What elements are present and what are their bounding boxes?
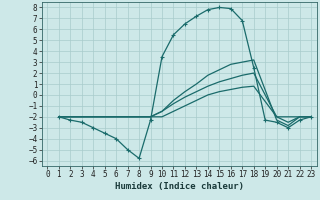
X-axis label: Humidex (Indice chaleur): Humidex (Indice chaleur) <box>115 182 244 191</box>
